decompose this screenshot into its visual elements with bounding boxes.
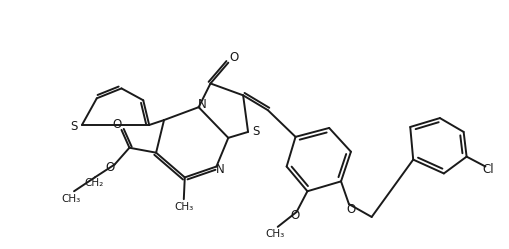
Text: N: N: [216, 163, 225, 176]
Text: S: S: [70, 121, 78, 133]
Text: O: O: [112, 119, 121, 131]
Text: N: N: [198, 98, 207, 111]
Text: O: O: [346, 202, 356, 216]
Text: CH₂: CH₂: [84, 178, 103, 188]
Text: CH₃: CH₃: [62, 194, 81, 204]
Text: O: O: [230, 51, 239, 64]
Text: O: O: [105, 161, 114, 174]
Text: CH₃: CH₃: [174, 202, 193, 212]
Text: Cl: Cl: [483, 163, 494, 176]
Text: CH₃: CH₃: [265, 229, 285, 239]
Text: S: S: [252, 125, 260, 138]
Text: O: O: [290, 209, 299, 222]
